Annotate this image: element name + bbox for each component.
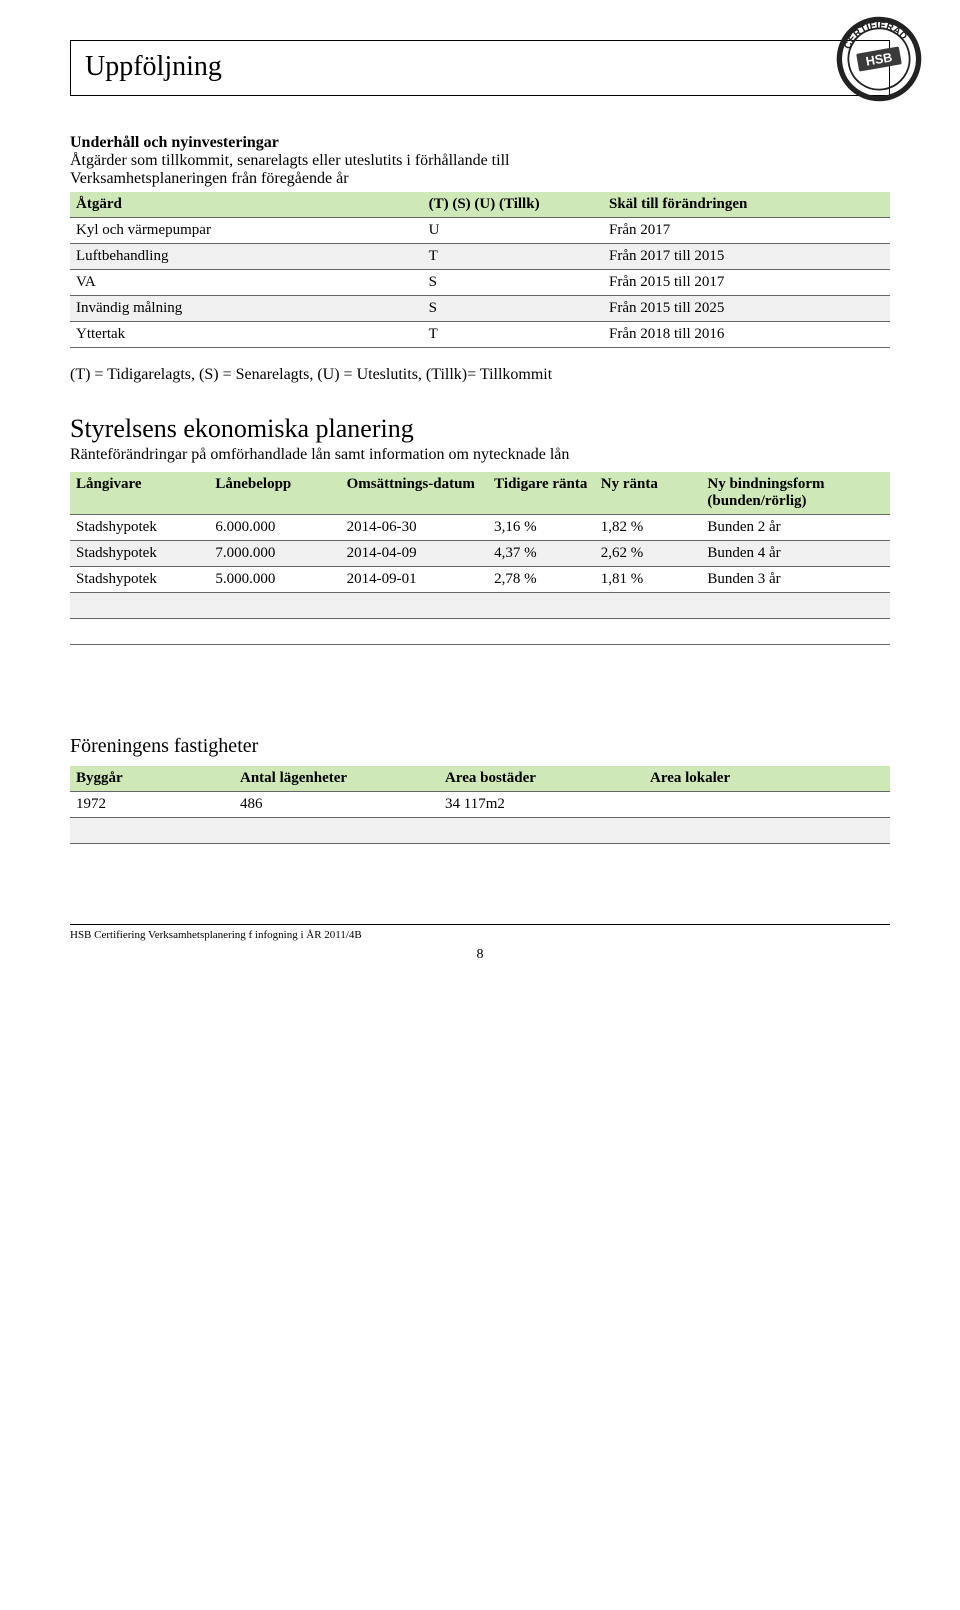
col-header: Ny ränta: [595, 472, 702, 515]
footer-text: HSB Certifiering Verksamhetsplanering f …: [70, 924, 890, 941]
table-cell: S: [423, 270, 603, 296]
section1-legend: (T) = Tidigarelagts, (S) = Senarelagts, …: [70, 366, 890, 384]
section3-heading: Föreningens fastigheter: [70, 735, 890, 758]
table-cell: Från 2018 till 2016: [603, 322, 890, 348]
table-cell: 6.000.000: [209, 515, 340, 541]
col-header: Lånebelopp: [209, 472, 340, 515]
col-header: Långivare: [70, 472, 209, 515]
table-cell: Från 2017 till 2015: [603, 244, 890, 270]
section2-table: Långivare Lånebelopp Omsättnings-datum T…: [70, 472, 890, 645]
table-cell: [488, 619, 595, 645]
table-row: 197248634 117m2: [70, 792, 890, 818]
table-cell: 7.000.000: [209, 541, 340, 567]
table-header-row: Långivare Lånebelopp Omsättnings-datum T…: [70, 472, 890, 515]
table-cell: [644, 792, 890, 818]
table-cell: U: [423, 218, 603, 244]
table-cell: Bunden 2 år: [701, 515, 890, 541]
table-cell: 5.000.000: [209, 567, 340, 593]
table-row: Stadshypotek5.000.0002014-09-012,78 %1,8…: [70, 567, 890, 593]
col-header: Åtgärd: [70, 192, 423, 218]
col-header: Area lokaler: [644, 766, 890, 792]
table-cell: [701, 619, 890, 645]
section1-table: Åtgärd (T) (S) (U) (Tillk) Skäl till för…: [70, 192, 890, 348]
table-cell: S: [423, 296, 603, 322]
col-header: Byggår: [70, 766, 234, 792]
page-title: Uppföljning: [70, 40, 890, 96]
table-cell: 4,37 %: [488, 541, 595, 567]
col-header: Skäl till förändringen: [603, 192, 890, 218]
table-cell: Stadshypotek: [70, 515, 209, 541]
table-row: Stadshypotek6.000.0002014-06-303,16 %1,8…: [70, 515, 890, 541]
table-cell: [595, 619, 702, 645]
table-cell: 1972: [70, 792, 234, 818]
section1-heading: Underhåll och nyinvesteringar: [70, 134, 890, 152]
table-cell: Stadshypotek: [70, 541, 209, 567]
col-header: Omsättnings-datum: [341, 472, 489, 515]
table-cell: [701, 593, 890, 619]
table-row: YttertakTFrån 2018 till 2016: [70, 322, 890, 348]
table-cell: Yttertak: [70, 322, 423, 348]
table-cell: VA: [70, 270, 423, 296]
table-cell: [488, 593, 595, 619]
table-cell: [209, 593, 340, 619]
table-cell: [341, 593, 489, 619]
table-cell: Från 2015 till 2017: [603, 270, 890, 296]
table-row: Invändig målningSFrån 2015 till 2025: [70, 296, 890, 322]
table-row: [70, 593, 890, 619]
section3-table: Byggår Antal lägenheter Area bostäder Ar…: [70, 766, 890, 844]
table-cell: [70, 593, 209, 619]
table-cell: Invändig målning: [70, 296, 423, 322]
table-cell: Stadshypotek: [70, 567, 209, 593]
table-cell: Luftbehandling: [70, 244, 423, 270]
col-header: Ny bindningsform (bunden/rörlig): [701, 472, 890, 515]
table-header-row: Åtgärd (T) (S) (U) (Tillk) Skäl till för…: [70, 192, 890, 218]
table-cell: 486: [234, 792, 439, 818]
table-cell: 1,81 %: [595, 567, 702, 593]
table-cell: [70, 619, 209, 645]
col-header: Area bostäder: [439, 766, 644, 792]
table-row: Kyl och värmepumparUFrån 2017: [70, 218, 890, 244]
table-cell: [644, 818, 890, 844]
table-cell: 2,62 %: [595, 541, 702, 567]
table-cell: Kyl och värmepumpar: [70, 218, 423, 244]
col-header: Antal lägenheter: [234, 766, 439, 792]
page-container: CERTIFIERAD HSB Uppföljning Underhåll oc…: [0, 0, 960, 993]
table-cell: [234, 818, 439, 844]
section2-heading: Styrelsens ekonomiska planering: [70, 414, 890, 444]
table-cell: 2014-04-09: [341, 541, 489, 567]
table-cell: Bunden 3 år: [701, 567, 890, 593]
table-cell: 2014-06-30: [341, 515, 489, 541]
table-row: LuftbehandlingTFrån 2017 till 2015: [70, 244, 890, 270]
table-cell: 2014-09-01: [341, 567, 489, 593]
table-cell: Från 2017: [603, 218, 890, 244]
table-cell: [595, 593, 702, 619]
table-row: VASFrån 2015 till 2017: [70, 270, 890, 296]
table-cell: T: [423, 322, 603, 348]
section2-sub: Ränteförändringar på omförhandlade lån s…: [70, 446, 890, 464]
section1-sub1: Åtgärder som tillkommit, senarelagts ell…: [70, 152, 890, 170]
page-number: 8: [70, 947, 890, 963]
table-cell: 2,78 %: [488, 567, 595, 593]
table-cell: Från 2015 till 2025: [603, 296, 890, 322]
table-cell: 34 117m2: [439, 792, 644, 818]
table-row: Stadshypotek7.000.0002014-04-094,37 %2,6…: [70, 541, 890, 567]
col-header: (T) (S) (U) (Tillk): [423, 192, 603, 218]
table-cell: [439, 818, 644, 844]
col-header: Tidigare ränta: [488, 472, 595, 515]
table-row: [70, 619, 890, 645]
table-cell: [209, 619, 340, 645]
table-cell: T: [423, 244, 603, 270]
table-cell: [70, 818, 234, 844]
table-cell: Bunden 4 år: [701, 541, 890, 567]
table-header-row: Byggår Antal lägenheter Area bostäder Ar…: [70, 766, 890, 792]
table-cell: 1,82 %: [595, 515, 702, 541]
table-cell: [341, 619, 489, 645]
table-row: [70, 818, 890, 844]
table-cell: 3,16 %: [488, 515, 595, 541]
section1-sub2: Verksamhetsplaneringen från föregående å…: [70, 170, 890, 188]
